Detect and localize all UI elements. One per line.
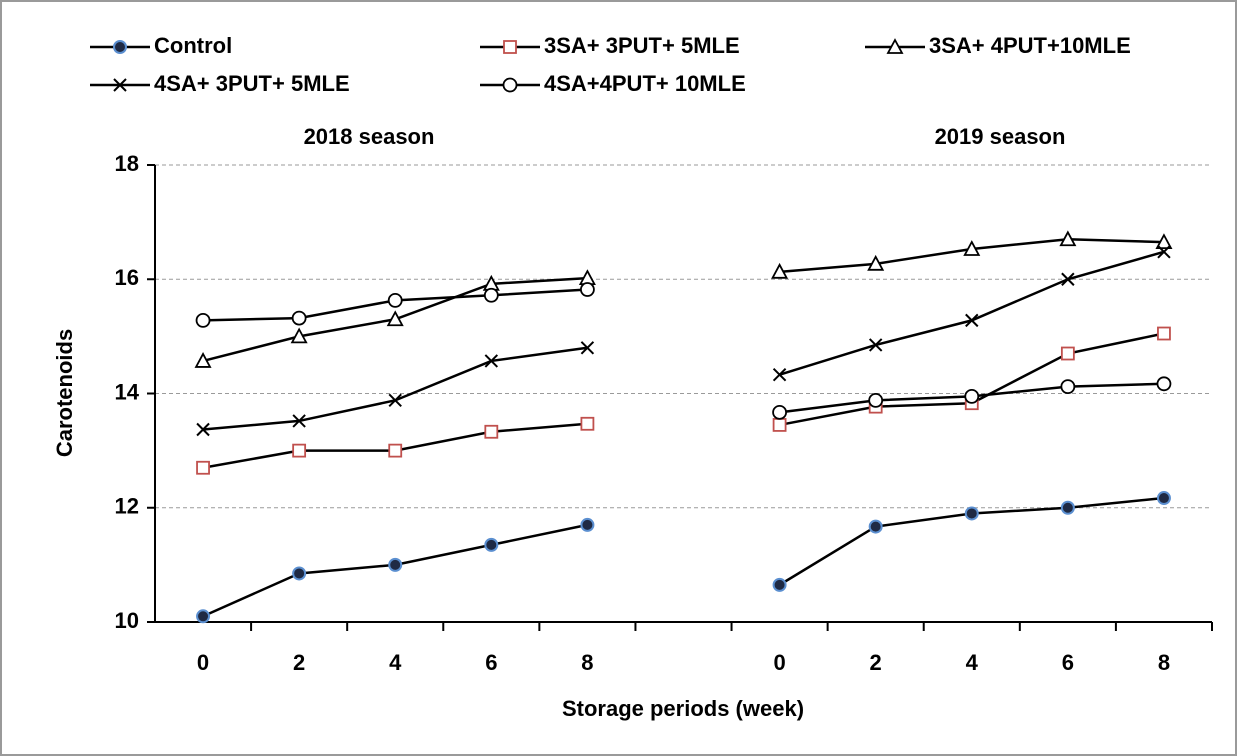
data-point: [772, 367, 787, 382]
data-point: [771, 262, 789, 279]
annotation: 2019 season: [935, 124, 1066, 149]
data-point: [292, 414, 306, 428]
legend-marker: [113, 40, 127, 54]
data-point: [964, 388, 980, 404]
x-tick-label: 2: [870, 650, 882, 675]
legend-marker: [886, 38, 904, 54]
data-point: [388, 393, 402, 408]
x-tick-label: 4: [389, 650, 402, 675]
x-tick-label: 0: [773, 650, 785, 675]
data-point: [196, 460, 210, 475]
data-point: [1157, 245, 1171, 259]
data-point: [772, 418, 787, 432]
data-point: [292, 566, 307, 581]
data-point: [1059, 230, 1077, 247]
data-point: [772, 577, 787, 592]
data-point: [388, 557, 403, 572]
legend-label: 3SA+ 4PUT+10MLE: [929, 33, 1131, 58]
x-tick-label: 2: [293, 650, 305, 675]
data-point: [291, 310, 307, 326]
y-tick-label: 18: [115, 151, 139, 176]
x-tick-label: 0: [197, 650, 209, 675]
data-point: [1060, 346, 1075, 361]
data-point: [964, 506, 979, 521]
data-point: [483, 287, 499, 303]
data-point: [387, 292, 403, 308]
annotation: 2018 season: [304, 124, 435, 149]
data-point: [484, 424, 499, 439]
legend-label: 4SA+4PUT+ 10MLE: [544, 71, 746, 96]
data-point: [484, 354, 499, 368]
y-tick-label: 16: [115, 265, 139, 290]
data-point: [290, 327, 308, 344]
legend-label: 4SA+ 3PUT+ 5MLE: [154, 71, 350, 96]
y-tick-label: 10: [115, 608, 139, 633]
x-axis-title: Storage periods (week): [562, 696, 804, 721]
x-tick-label: 6: [485, 650, 497, 675]
data-point: [1156, 491, 1171, 506]
data-point: [196, 422, 210, 437]
data-point: [868, 392, 884, 408]
data-point: [868, 519, 883, 534]
data-point: [1157, 326, 1171, 341]
data-point: [867, 254, 885, 271]
x-tick-label: 8: [581, 650, 593, 675]
data-point: [484, 537, 499, 552]
legend-marker: [502, 77, 518, 93]
data-point: [868, 338, 883, 352]
data-point: [580, 282, 595, 297]
data-point: [580, 341, 595, 355]
data-point: [292, 443, 307, 458]
legend-marker: [113, 78, 127, 92]
x-tick-label: 6: [1062, 650, 1074, 675]
data-point: [580, 517, 595, 532]
data-point: [388, 443, 403, 458]
x-tick-label: 8: [1158, 650, 1170, 675]
x-tick-label: 4: [966, 650, 979, 675]
data-point: [196, 609, 211, 624]
data-point: [194, 352, 212, 368]
data-point: [386, 310, 404, 327]
y-tick-label: 14: [115, 379, 140, 404]
legend-marker: [503, 40, 517, 54]
data-point: [580, 416, 595, 431]
data-point: [772, 404, 787, 420]
data-point: [1155, 233, 1173, 250]
data-point: [1060, 379, 1076, 395]
legend-label: 3SA+ 3PUT+ 5MLE: [544, 33, 740, 58]
y-axis-title: Carotenoids: [52, 329, 77, 457]
data-point: [1156, 376, 1172, 392]
data-point: [1060, 500, 1075, 515]
data-point: [1061, 272, 1075, 286]
data-point: [963, 240, 981, 256]
data-point: [195, 312, 211, 328]
legend-label: Control: [154, 33, 232, 58]
data-point: [965, 313, 979, 328]
y-tick-label: 12: [115, 494, 139, 519]
